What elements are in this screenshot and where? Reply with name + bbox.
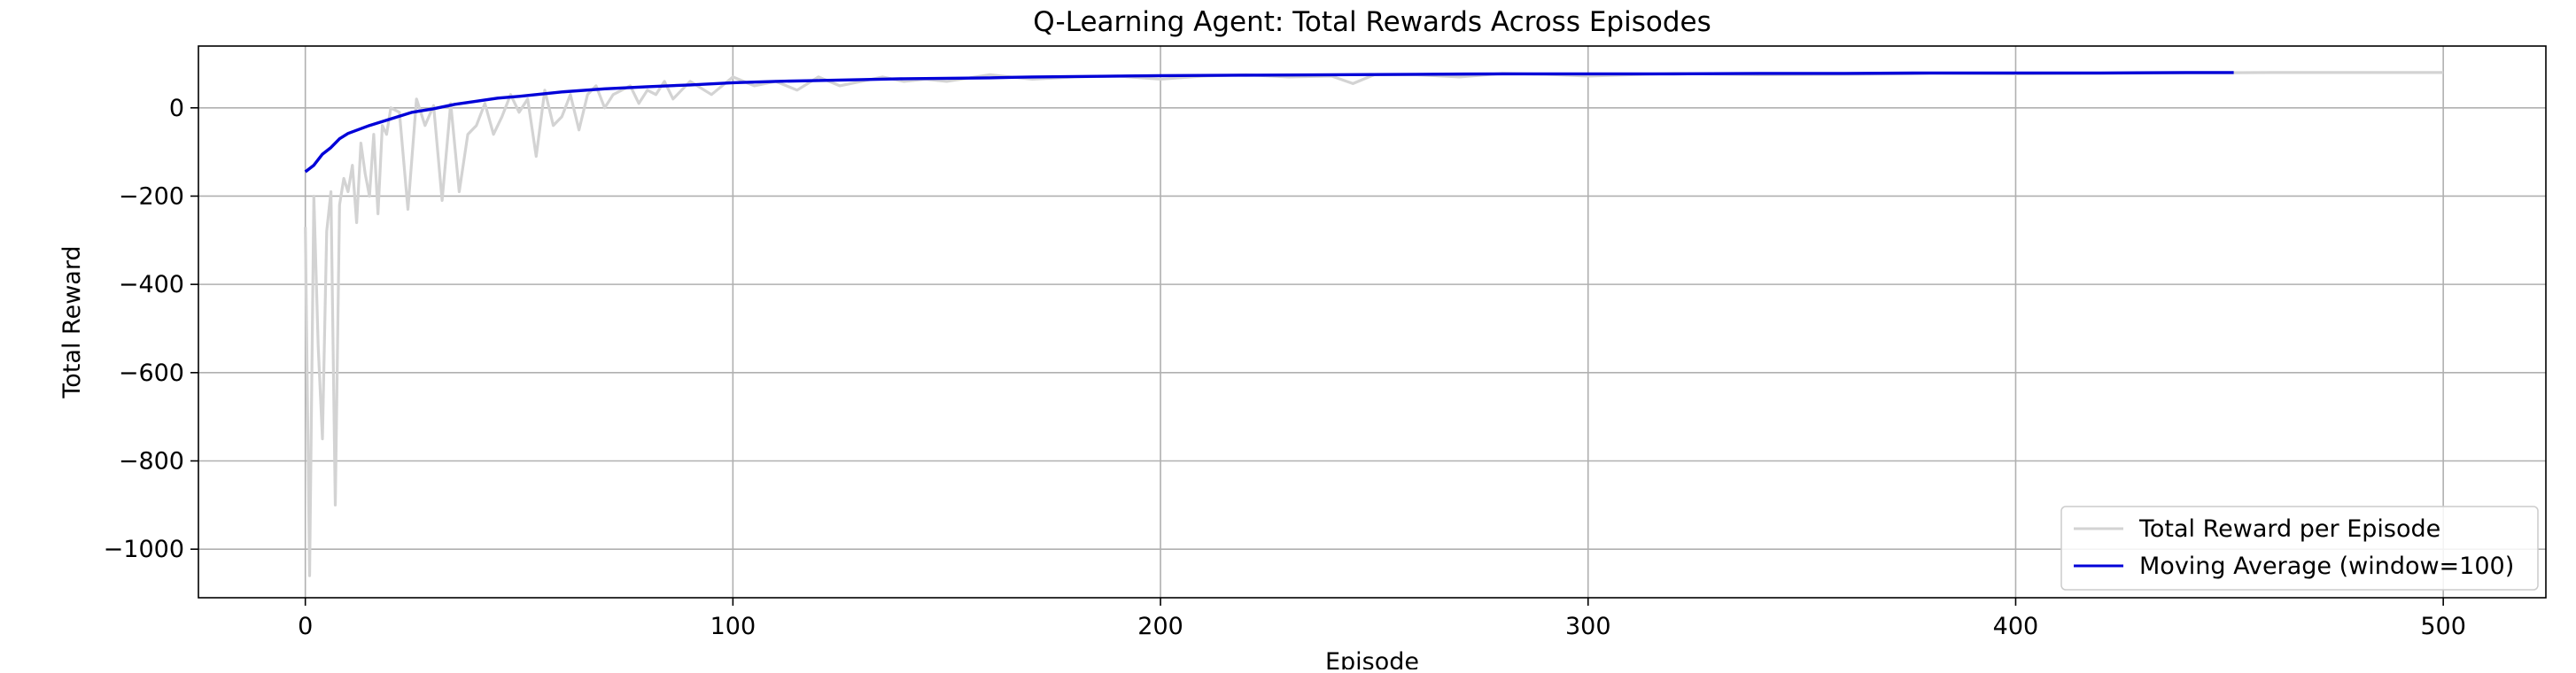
legend: Total Reward per Episode Moving Average … [2061, 507, 2538, 590]
series-layer [306, 73, 2444, 576]
legend-label-moving-average: Moving Average (window=100) [2139, 553, 2514, 580]
y-tick-label: −600 [119, 360, 184, 387]
x-tick-label: 100 [710, 613, 757, 640]
x-tick-label: 400 [1993, 613, 2039, 640]
y-tick-label: −800 [119, 447, 184, 475]
y-tick-label: −200 [119, 182, 184, 210]
x-tick-label: 300 [1565, 613, 1611, 640]
x-axis-label: Episode [1325, 648, 1419, 669]
chart-title: Q-Learning Agent: Total Rewards Across E… [1033, 6, 1711, 38]
x-tick-label: 200 [1137, 613, 1183, 640]
y-tick-label: −1000 [104, 536, 184, 563]
x-tick-label: 500 [2420, 613, 2466, 640]
y-tick-label: 0 [169, 95, 184, 122]
y-tick-label: −400 [119, 271, 184, 298]
x-tick-label: 0 [298, 613, 313, 640]
legend-label-reward: Total Reward per Episode [2138, 515, 2440, 543]
series-line-total-reward [306, 73, 2444, 576]
y-axis-label: Total Reward [58, 245, 86, 398]
